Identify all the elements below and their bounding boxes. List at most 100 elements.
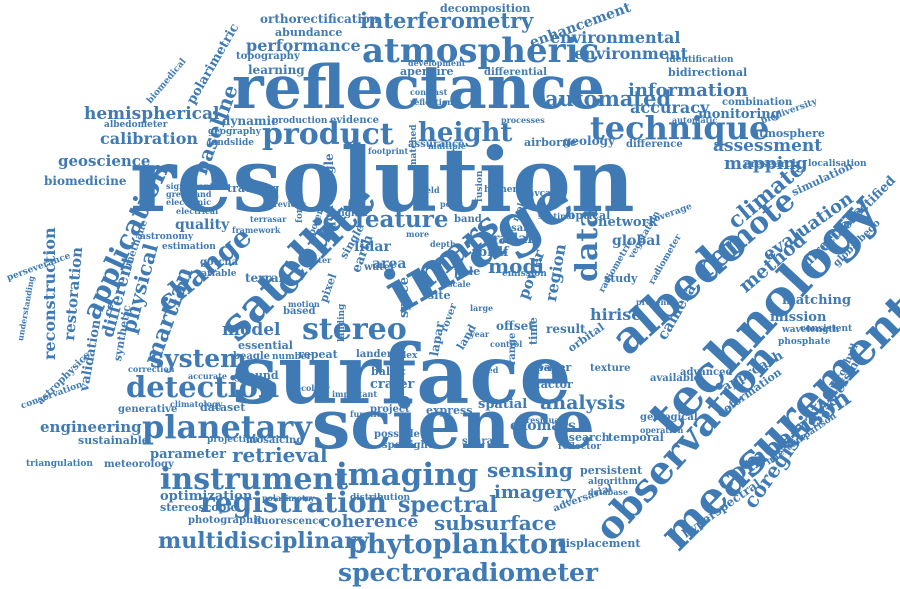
word: spectral <box>398 494 498 516</box>
word: gotcha <box>200 258 238 268</box>
word: automatic <box>672 116 717 124</box>
word: multiple <box>428 142 466 150</box>
word: production <box>272 117 327 126</box>
word: biomedical <box>146 58 189 106</box>
word: ground <box>234 370 279 381</box>
word: differential <box>484 68 547 78</box>
word: variable <box>196 270 237 279</box>
word: albedometer <box>104 121 167 130</box>
word: biomedicine <box>44 175 126 187</box>
word: model <box>222 322 281 339</box>
word: reflection <box>410 98 453 106</box>
word: decomposition <box>440 3 530 14</box>
word: persistent <box>580 465 642 476</box>
word: novel <box>528 364 552 372</box>
word: geography <box>208 128 261 137</box>
word: terrain <box>245 272 292 284</box>
word: matched <box>410 124 419 168</box>
word: reconstruction <box>42 227 58 360</box>
word: stereoscopic <box>160 502 237 513</box>
word: motion <box>288 300 320 308</box>
word: identification <box>666 56 734 65</box>
word: polarimetry <box>262 494 315 502</box>
word: sentinel <box>538 212 574 220</box>
word: spectroradiometer <box>338 560 598 585</box>
word: phytoplankton <box>348 531 568 558</box>
word: tracking <box>227 183 279 194</box>
word: large <box>470 304 493 312</box>
word: emission <box>502 270 547 279</box>
word: spotlight <box>382 441 432 451</box>
word: engineering <box>40 420 142 435</box>
word: matching <box>782 294 851 307</box>
word: triangulation <box>26 460 93 469</box>
word: tower <box>494 237 526 247</box>
word: present <box>636 298 670 306</box>
word: learning <box>248 64 305 76</box>
word: point <box>440 200 463 208</box>
word: multidisciplinary <box>158 530 369 552</box>
word: digital <box>335 210 368 219</box>
word: astronomy <box>140 233 193 242</box>
word: lander <box>356 350 392 360</box>
word: accurate <box>188 372 227 380</box>
word: important <box>332 390 377 398</box>
word: perseverance <box>6 252 72 283</box>
word: landslide <box>208 139 254 148</box>
word: pixel <box>318 272 338 304</box>
word: generative <box>118 405 177 415</box>
word: difference <box>626 140 683 150</box>
word: processes <box>501 116 545 124</box>
word: fluorescence <box>254 517 325 527</box>
word: advanced <box>680 368 732 378</box>
word: more <box>406 230 429 238</box>
word: spatial <box>478 398 527 411</box>
word: wavelength <box>782 326 839 335</box>
word: number <box>272 353 311 362</box>
word: algorithm <box>588 478 638 487</box>
word: correction <box>128 365 174 373</box>
word: climatology <box>170 400 222 408</box>
word: pole <box>454 266 480 277</box>
word: possible <box>374 430 420 440</box>
word: dynamic <box>222 115 278 127</box>
word: time <box>528 317 539 345</box>
word: brdf <box>478 246 509 259</box>
word: higher <box>484 186 517 195</box>
word: band <box>454 215 482 225</box>
word: space <box>398 277 411 318</box>
word: distribution <box>350 494 410 503</box>
word: site <box>428 290 450 301</box>
word: landing <box>338 304 347 342</box>
word: express <box>426 405 472 416</box>
word: essential <box>238 340 293 351</box>
word: baltic <box>371 366 406 377</box>
word: texture <box>590 364 630 374</box>
word: beagle <box>233 352 270 362</box>
word: combination <box>722 98 792 108</box>
word: abundance <box>275 27 342 38</box>
word: sharad <box>462 437 500 447</box>
word: factor <box>536 379 573 390</box>
word: insar <box>500 224 528 234</box>
word: index <box>390 352 417 361</box>
word: evidence <box>330 116 379 126</box>
word: year <box>470 330 489 338</box>
word: sensing <box>487 460 573 480</box>
word: orthorectification <box>260 13 379 25</box>
word: calibration <box>100 131 198 147</box>
word: displacement <box>558 538 640 549</box>
word: bidirectional <box>668 67 747 78</box>
word: atmosphere <box>752 128 825 139</box>
word: scatter <box>300 256 331 264</box>
word: understanding <box>16 275 35 341</box>
word: terrasar <box>250 215 286 223</box>
word: reflector <box>558 443 601 452</box>
word: control <box>490 340 522 348</box>
word: database <box>588 488 628 496</box>
word: operation <box>640 426 683 434</box>
word: scale <box>448 280 471 288</box>
word: quality <box>175 218 229 232</box>
word: footprint <box>368 147 408 155</box>
